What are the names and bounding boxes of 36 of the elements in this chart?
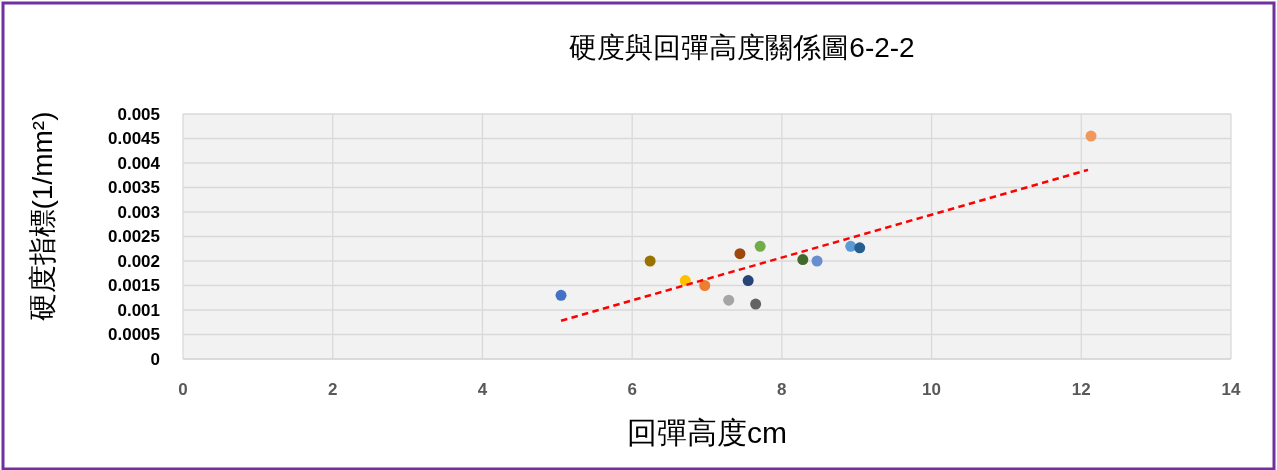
- point: [644, 255, 656, 267]
- point: [754, 240, 766, 252]
- point: [723, 294, 735, 306]
- y-tick-label: 0.004: [117, 153, 161, 173]
- x-axis-title: 回彈高度cm: [627, 416, 787, 449]
- x-tick-label: 8: [777, 380, 787, 399]
- point: [1085, 130, 1097, 142]
- y-tick-label: 0.0035: [108, 178, 160, 198]
- y-tick-label: 0.0005: [108, 325, 160, 345]
- point: [811, 255, 823, 267]
- y-tick-label: 0.002: [117, 251, 160, 271]
- x-tick-label: 6: [627, 380, 637, 399]
- point: [679, 275, 691, 287]
- x-tick-label: 4: [477, 380, 488, 399]
- y-tick-label: 0.0015: [108, 276, 160, 296]
- chart-title: 硬度與回彈高度關係圖6-2-2: [569, 32, 915, 63]
- point: [750, 298, 762, 310]
- y-tick-label: 0.003: [117, 202, 160, 222]
- x-tick-label: 10: [922, 380, 942, 399]
- y-tick-label: 0.005: [117, 104, 160, 124]
- x-tick-label: 0: [178, 380, 188, 399]
- x-tick-label: 14: [1221, 380, 1241, 399]
- point: [742, 275, 754, 287]
- y-tick-label: 0: [150, 349, 160, 369]
- point: [797, 254, 809, 266]
- y-tick-label: 0.0025: [108, 227, 160, 247]
- y-tick-label: 0.001: [117, 300, 160, 320]
- point: [845, 240, 857, 252]
- y-tick-label: 0.0045: [108, 129, 160, 149]
- x-tick-label: 2: [327, 380, 338, 399]
- point: [734, 248, 746, 260]
- x-tick-label: 12: [1071, 380, 1091, 399]
- point: [854, 242, 866, 254]
- y-axis-title: 硬度指標(1/mm²): [27, 111, 58, 322]
- point: [555, 289, 567, 301]
- point: [699, 280, 711, 291]
